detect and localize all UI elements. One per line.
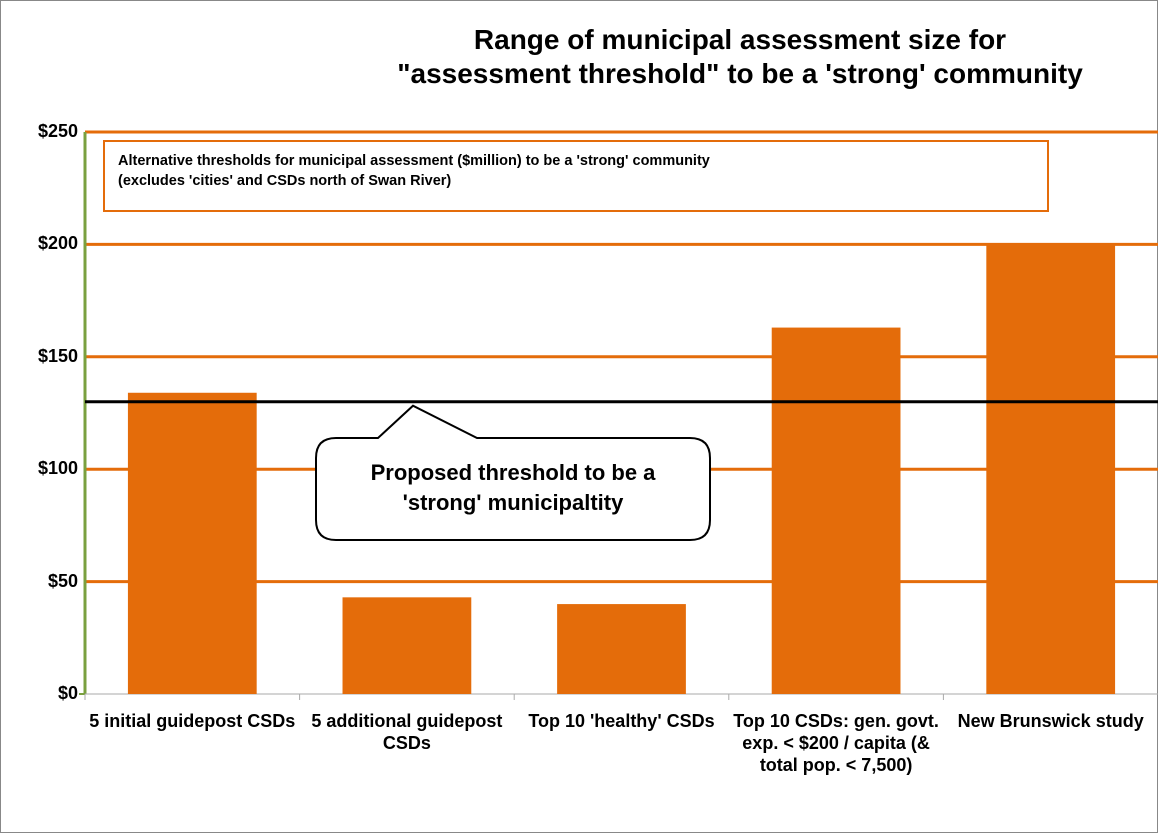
annotation: (excludes 'cities' and CSDs north of Swa…: [118, 173, 452, 189]
bar: [557, 604, 686, 694]
y-tick-label: $150: [37, 345, 78, 366]
bar: [342, 597, 472, 694]
annotation-box: [103, 140, 1049, 212]
callout: [315, 404, 711, 541]
chart-title: "assessment threshold" to be a 'strong' …: [397, 58, 1083, 89]
y-tick-label: $250: [37, 121, 78, 141]
x-tick-label: 5 initial guidepost CSDs: [89, 711, 296, 731]
x-tick-label: Top 10 CSDs: gen. govt. exp. < $200 / ca…: [733, 711, 939, 775]
y-tick-label: $0: [57, 683, 78, 703]
x-tick-label: New Brunswick study: [957, 711, 1144, 731]
y-tick-label: $50: [47, 570, 78, 591]
bar: [127, 392, 257, 694]
x-tick-label: 5 additional guidepost CSDs: [311, 711, 503, 753]
callout-label: 'strong' municipaltity: [402, 490, 624, 515]
bar: [771, 327, 901, 694]
annotation: Alternative thresholds for municipal ass…: [118, 153, 710, 169]
x-tick-label: Top 10 'healthy' CSDs: [528, 711, 715, 731]
chart-title: Range of municipal assessment size for: [473, 24, 1007, 55]
y-tick-label: $100: [37, 458, 78, 479]
bar: [986, 244, 1116, 694]
callout-label: Proposed threshold to be a: [370, 460, 656, 485]
y-tick-label: $200: [37, 233, 78, 254]
